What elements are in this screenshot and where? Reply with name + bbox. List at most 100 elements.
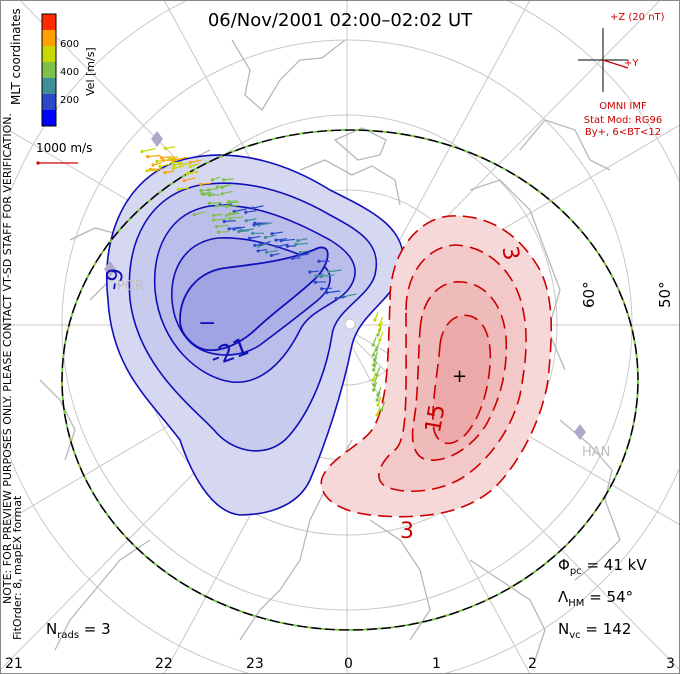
velocity-vector-origin xyxy=(275,245,279,249)
velocity-vector-origin xyxy=(228,216,232,220)
velocity-vector-origin xyxy=(163,146,168,151)
velocity-vector-origin xyxy=(172,163,176,167)
preview-note: NOTE: FOR PREVIEW PURPOSES ONLY. PLEASE … xyxy=(1,113,14,604)
velocity-vector-origin xyxy=(377,323,382,327)
velocity-vector xyxy=(200,182,211,185)
colorbar-segment xyxy=(42,94,56,110)
velocity-vector-origin xyxy=(214,225,219,229)
colorbar-segment xyxy=(42,30,56,46)
velocity-vector xyxy=(213,218,227,221)
velocity-vector-origin xyxy=(274,238,278,242)
velocity-vector-origin xyxy=(155,159,159,163)
velocity-vector xyxy=(241,228,254,232)
mlt-tick-0: 0 xyxy=(344,656,353,672)
velocity-vector xyxy=(216,224,229,228)
velocity-vector xyxy=(220,203,233,206)
velocity-vector-origin xyxy=(327,270,331,274)
velocity-vector xyxy=(147,154,161,158)
velocity-vector-origin xyxy=(188,160,193,165)
velocity-vector-origin xyxy=(244,210,248,214)
velocity-vector-origin xyxy=(145,169,149,173)
velocity-vector xyxy=(238,230,250,233)
velocity-vector-origin xyxy=(313,280,317,284)
velocity-vector-origin xyxy=(320,287,324,291)
velocity-vector-origin xyxy=(296,238,300,243)
velocity-vector xyxy=(229,216,244,219)
velocity-vector-origin xyxy=(216,230,221,234)
velocity-vector-origin xyxy=(372,363,376,367)
velocity-vector-origin xyxy=(192,213,196,217)
contour-label-3-top: 3 xyxy=(496,244,523,262)
velocity-vector xyxy=(226,204,240,208)
velocity-vector-origin xyxy=(211,213,216,217)
negative-convection-cell xyxy=(106,154,404,516)
velocity-vector-origin xyxy=(314,274,318,278)
velocity-vector xyxy=(161,155,175,159)
velocity-vector xyxy=(321,274,335,278)
contour-label-minus-9: -9 xyxy=(101,266,129,292)
velocity-vector-origin xyxy=(171,166,176,170)
velocity-vector xyxy=(246,218,257,222)
velocity-vector-origin xyxy=(298,250,302,255)
velocity-vector xyxy=(217,184,230,188)
velocity-vector-origin xyxy=(188,164,192,169)
velocity-vector-origin xyxy=(378,338,382,342)
phi-pc-stat: Φpc = 41 kV xyxy=(558,556,647,577)
mlt-tick-22: 22 xyxy=(155,656,173,672)
velocity-vector-origin xyxy=(371,353,376,357)
velocity-vector-origin xyxy=(237,229,241,234)
velocity-vector xyxy=(258,222,273,226)
imf-condition: By+, 6<BT<12 xyxy=(585,127,661,138)
imf-vector xyxy=(602,59,629,69)
colorbar-segment xyxy=(42,110,56,126)
velocity-vector-origin xyxy=(297,253,301,258)
colorbar-tick-400: 400 xyxy=(60,67,79,78)
mlt-tick-21: 21 xyxy=(5,656,23,672)
velocity-vector xyxy=(275,238,287,241)
velocity-vector xyxy=(209,201,222,204)
colorbar-segment xyxy=(42,46,56,62)
velocity-vector-origin xyxy=(227,227,231,231)
radar-site-marker xyxy=(574,424,586,440)
velocity-vector xyxy=(276,243,289,248)
velocity-vector xyxy=(226,212,240,217)
velocity-vector xyxy=(223,178,234,181)
mlt-tick-3: 3 xyxy=(666,656,675,672)
velocity-vector xyxy=(178,187,189,190)
velocity-vector-origin xyxy=(270,232,274,236)
mlt-axis: 21 22 23 0 1 2 3 xyxy=(5,656,675,672)
velocity-vector-origin xyxy=(253,243,257,248)
velocity-vector-origin xyxy=(221,178,226,182)
velocity-vector-origin xyxy=(215,204,219,208)
velocity-vector xyxy=(234,208,247,213)
imf-source: OMNI IMF xyxy=(599,101,647,112)
velocity-vector-origin xyxy=(256,249,260,253)
velocity-vector xyxy=(265,234,277,239)
velocity-vector-origin xyxy=(199,188,203,193)
velocity-vector-origin xyxy=(376,403,380,407)
nvc-stat: Nvc = 142 xyxy=(558,620,631,641)
contour-label-3-bottom: 3 xyxy=(400,519,414,544)
velocity-vector-origin xyxy=(172,158,176,162)
radar-site-marker xyxy=(151,131,163,147)
colorbar-tick-600: 600 xyxy=(60,39,79,50)
velocity-vector-origin xyxy=(251,206,255,210)
radar-sites xyxy=(104,131,586,440)
velocity-vector-origin xyxy=(269,253,273,257)
velocity-vector-origin xyxy=(371,378,375,382)
velocity-vector xyxy=(245,210,257,213)
velocity-vector-origin xyxy=(290,256,295,261)
velocity-vector xyxy=(159,163,171,168)
velocity-vector xyxy=(281,238,296,242)
statistics: Φpc = 41 kV ΛHM = 54° Nvc = 142 Nrads = … xyxy=(46,556,647,641)
velocity-vector xyxy=(174,156,188,161)
velocity-vector-origin xyxy=(372,368,376,372)
velocity-vector xyxy=(141,147,157,153)
velocity-vector xyxy=(190,163,200,168)
velocity-vector xyxy=(190,159,202,164)
velocity-vector xyxy=(326,290,341,294)
fit-order-note: FitOrder: 8, mapEX format xyxy=(11,495,24,640)
potential-max-marker: + xyxy=(452,366,467,387)
velocity-vector xyxy=(336,296,347,300)
velocity-vector-origin xyxy=(201,192,206,196)
